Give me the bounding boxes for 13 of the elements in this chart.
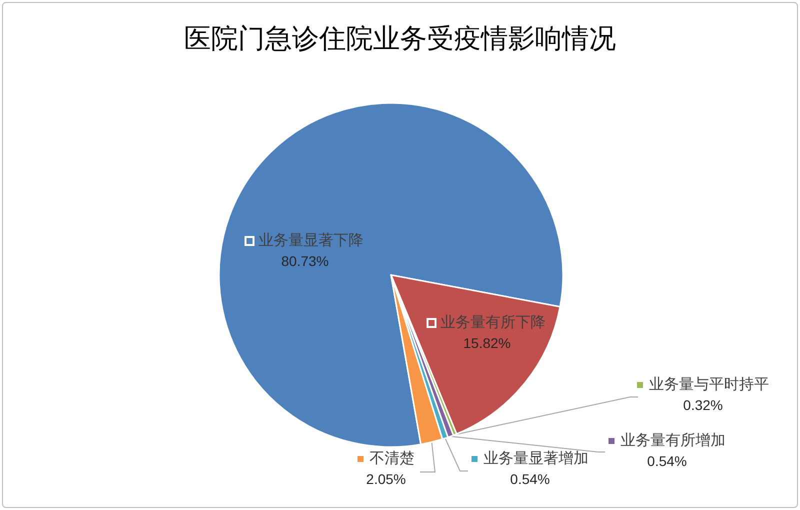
legend-label: 业务量有所增加 [620, 432, 726, 449]
legend-label: 不清楚 [370, 450, 414, 467]
data-label: 0.54% [510, 471, 550, 487]
data-label: 15.82% [463, 335, 511, 351]
data-label: 0.32% [683, 397, 723, 413]
data-label: 0.54% [647, 453, 687, 469]
legend-label: 业务量有所下降 [440, 314, 546, 331]
legend-label: 业务量显著下降 [258, 232, 364, 249]
legend-label: 业务量与平时持平 [649, 376, 769, 393]
data-label: 80.73% [281, 253, 329, 269]
chart-title: 医院门急诊住院业务受疫情影响情况 [184, 24, 616, 54]
data-label: 2.05% [366, 471, 406, 487]
legend-label: 业务量显著增加 [484, 450, 588, 467]
